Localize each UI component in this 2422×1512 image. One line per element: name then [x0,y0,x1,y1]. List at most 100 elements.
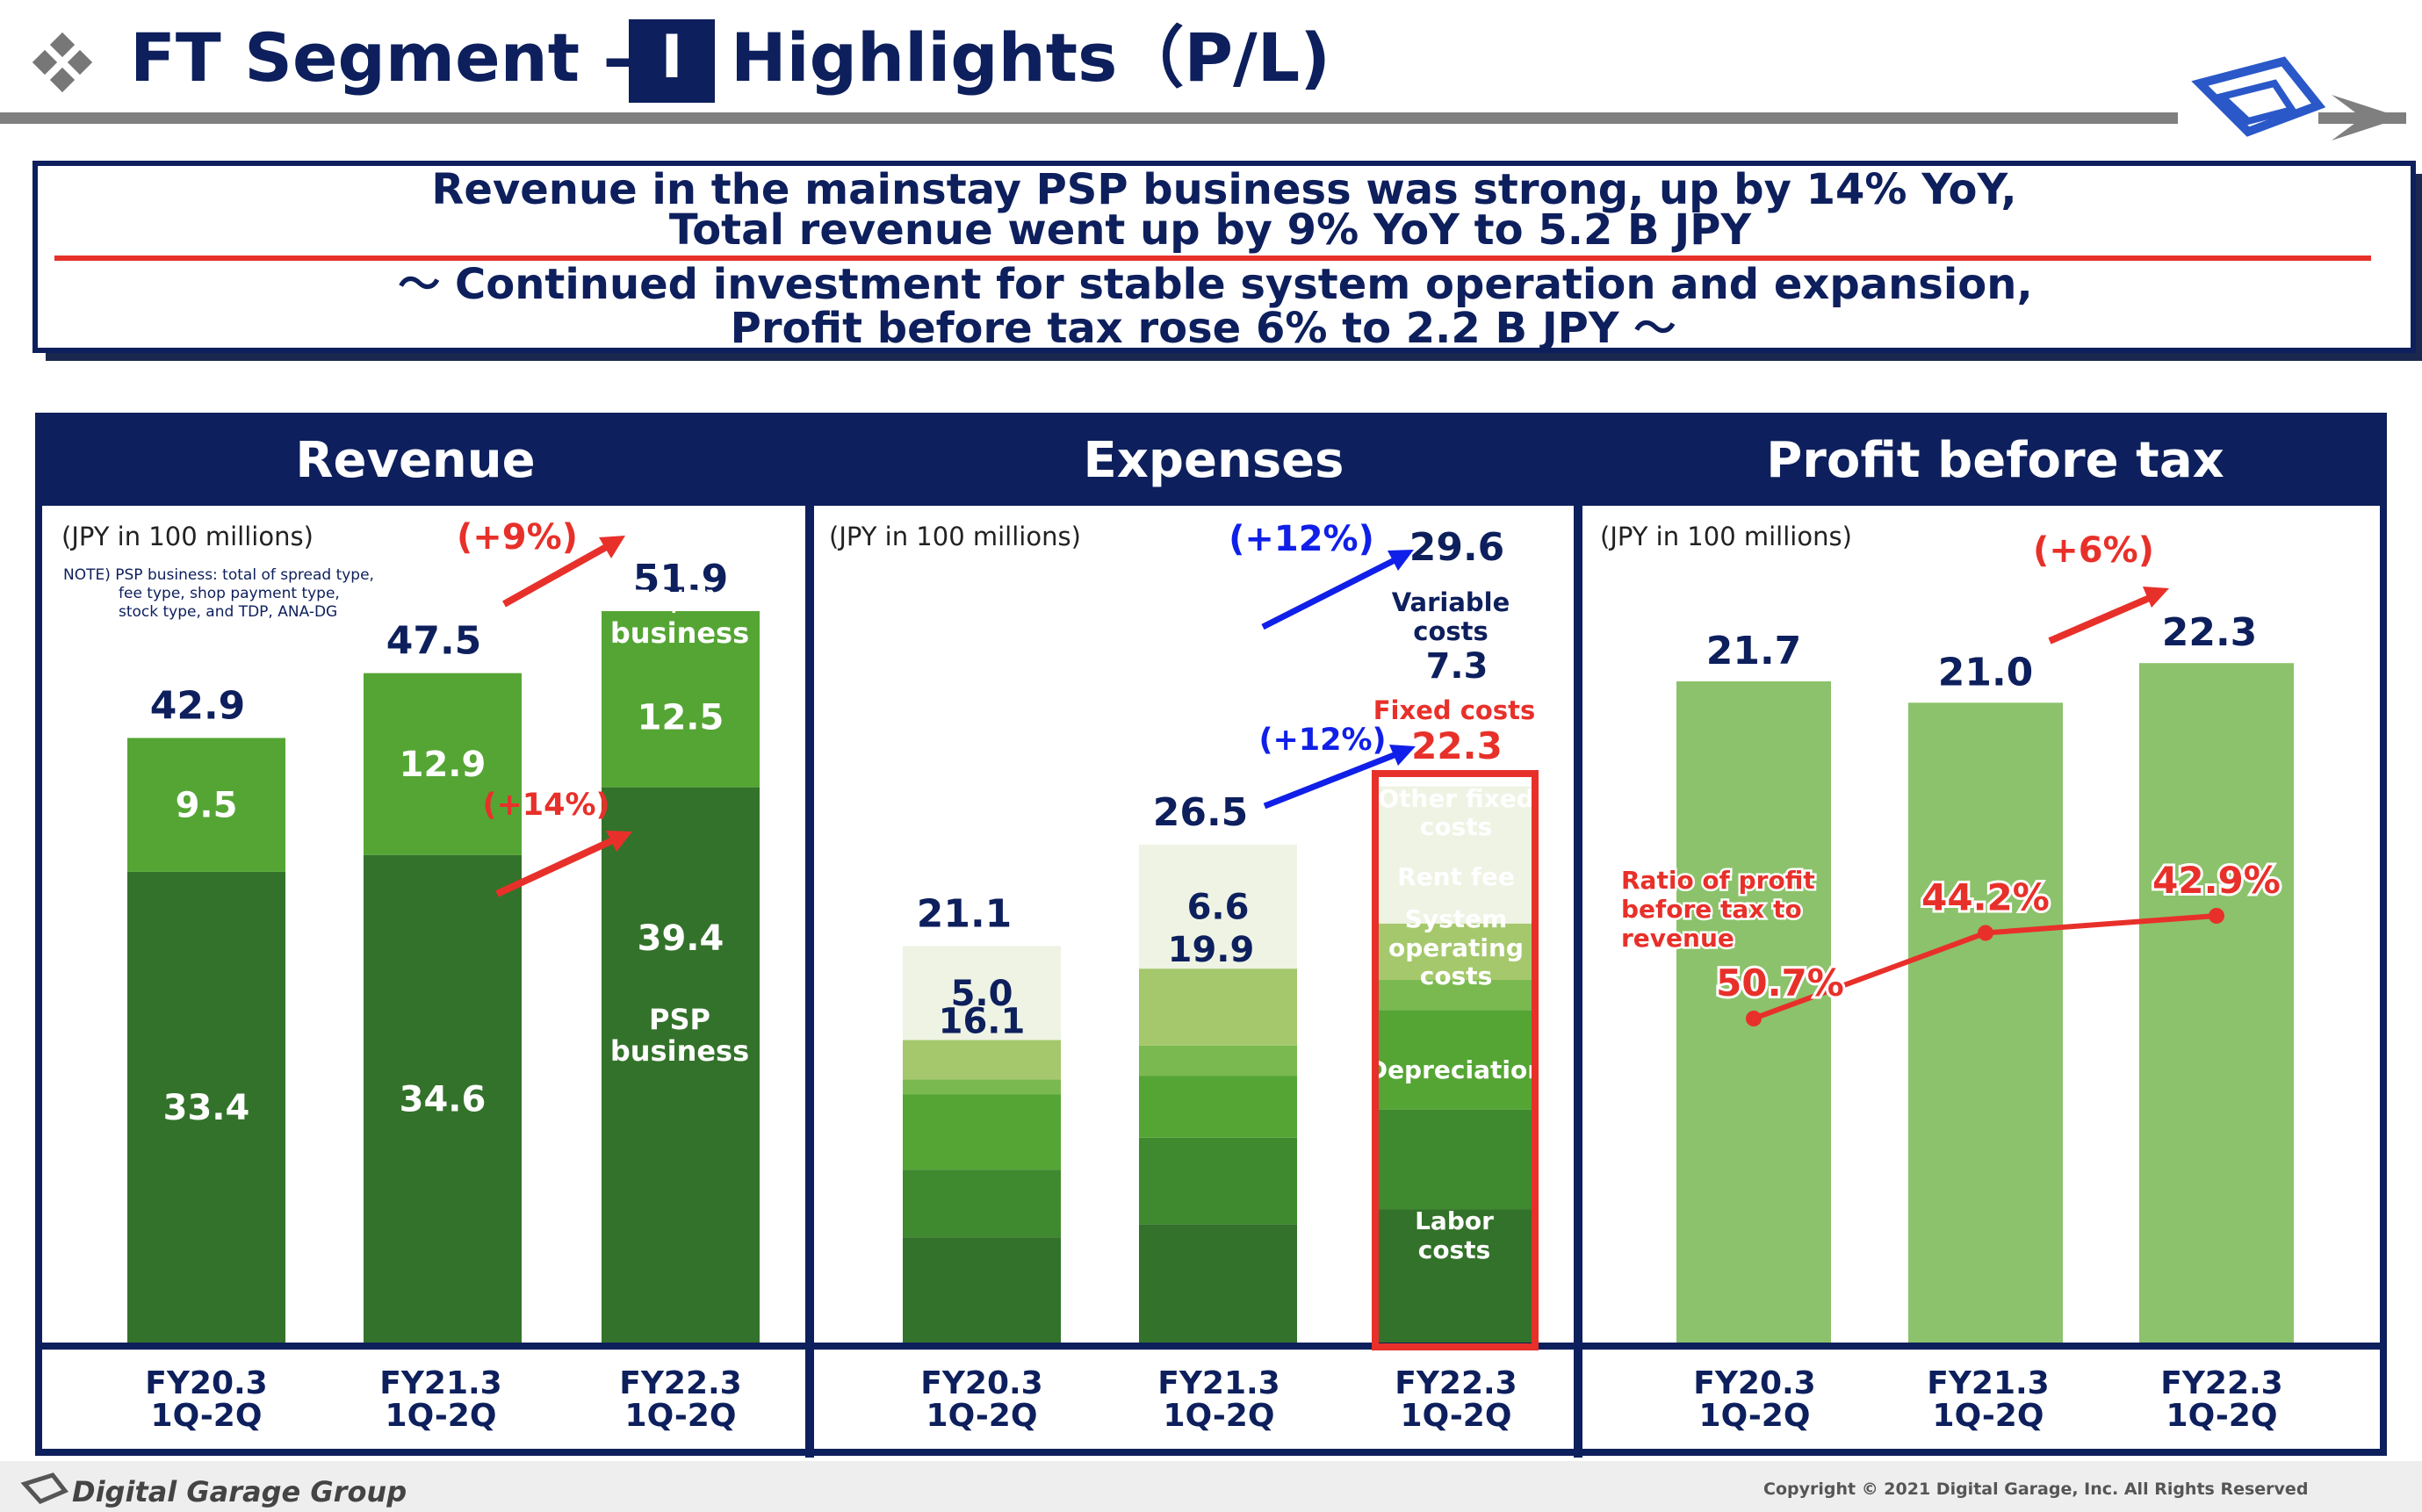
variable-costs-value: 6.6 [1187,888,1250,928]
expenses-growth-total: (+12%) [1229,519,1374,559]
profit-value-label: 21.7 [1706,629,1802,673]
ratio-value-label: 50.7% [1716,961,1844,1004]
expenses-bar-segment [903,1237,1061,1343]
summary-line-2: Total revenue went up by 9% YoY to 5.2 B… [669,205,1753,255]
expenses-bar-segment [1139,844,1297,969]
expenses-total-label: 21.1 [917,891,1013,936]
ratio-point [1978,925,1993,941]
expenses-bar-segment [1378,1109,1536,1210]
page-title: Highlights（P/L) [731,18,1330,97]
expenses-bar-segment [903,1094,1061,1170]
ratio-label-line-3: revenue [1621,924,1734,953]
ratio-value-label: 44.2% [1921,876,2050,919]
fixed-costs-growth: (+12%) [1258,723,1386,758]
title-roman-box [629,19,715,103]
expenses-bar-segment [1139,1137,1297,1225]
expenses-bar-segment [903,946,1061,1040]
footer: Digital Garage Group Copyright © 2021 Di… [0,1461,2422,1512]
x-axis-tick-label: FY22.3 [619,1365,741,1401]
expenses-bar-segment [903,1170,1061,1238]
x-axis-tick-label: 1Q-2Q [386,1398,497,1434]
dg-logo-icon [2191,56,2326,137]
expenses-unit: (JPY in 100 millions) [829,522,1081,551]
profit-bar [2139,663,2294,1343]
variable-costs-label-line-2: costs [1413,616,1489,646]
summary-box: Revenue in the mainstay PSP business was… [32,161,2422,361]
labor-costs-line-1: Labor [1415,1206,1494,1235]
revenue-growth-arrowhead [599,536,625,558]
revenue-segment-label: 34.6 [400,1079,487,1120]
summary-line-3: ～ Continued investment for stable system… [398,260,2032,309]
revenue-total-label: 47.5 [386,619,482,664]
x-axis-tick-label: 1Q-2Q [1401,1398,1512,1434]
profit-growth-arrowhead [2143,587,2169,608]
revenue-bar-segment [602,611,760,788]
revenue-total-label: 51.9 [633,557,729,601]
title-underline [0,112,2178,124]
profit-bar [1908,702,2063,1343]
profit-value-label: 21.0 [1938,650,2034,695]
psp-growth-arrowhead [606,831,632,852]
expenses-bar-segment [1378,923,1536,980]
x-axis-tick-label: 1Q-2Q [1933,1398,2044,1434]
fixed-costs-label: Fixed costs [1373,695,1535,725]
panel-divider-2 [1574,413,1582,1458]
summary-divider [54,256,2371,261]
expenses-bar-segment [1139,1224,1297,1343]
expenses-chart: 5.016.1 21.1 6.619.9 26.5 7.3 22.3 29.6 [903,525,1536,1343]
ratio-value-label: 42.9% [2152,859,2281,902]
x-axis-tick-label: FY22.3 [1395,1365,1517,1401]
system-operating-line-1: System [1405,904,1508,933]
dg-small-logo-icon [20,1472,68,1505]
psp-note-line-3: stock type, and TDP, ANA-DG [119,603,337,621]
psp-growth-arrow [495,836,616,897]
footer-copyright: Copyright © 2021 Digital Garage, Inc. Al… [1763,1480,2308,1499]
revenue-bar-segment [364,854,522,1343]
x-axis-tick-label: FY22.3 [2160,1365,2282,1401]
profit-growth: (+6%) [2033,530,2154,571]
psp-growth: (+14%) [482,788,609,823]
revenue-chart: 33.4 9.5 42.9 34.6 12.9 47.5 39.4 12.5 51.9 [127,557,760,1343]
expenses-annotations: Variable costs Fixed costs Other fixed c… [1229,519,1545,1350]
other-fixed-costs-line-2: costs [1420,812,1493,841]
revenue-growth-total: (+9%) [457,517,578,558]
revenue-unit: (JPY in 100 millions) [61,522,314,551]
panel-divider-1 [805,413,814,1458]
footer-bar [0,1461,2422,1512]
ec-dx-label-line-2: business [610,616,749,650]
revenue-segment-label: 33.4 [163,1088,250,1128]
x-axis-tick-label: FY20.3 [1693,1365,1815,1401]
expenses-bar-segment [1139,968,1297,1046]
variable-costs-value: 5.0 [951,974,1013,1014]
revenue-segment-label: 12.9 [400,745,487,785]
psp-label-line-2: business [610,1034,749,1068]
fixed-costs-value: 16.1 [939,1001,1026,1041]
revenue-segment-label: 9.5 [176,786,238,826]
revenue-growth-arrow [502,543,609,608]
depreciation-label: Depreciation [1367,1055,1545,1084]
expenses-total-label: 26.5 [1153,790,1249,835]
x-axis-tick-label: 1Q-2Q [1699,1398,1811,1434]
title-area: FT Segment – I Highlights（P/L) [0,18,2406,140]
psp-label-line-1: PSP [649,1003,710,1036]
expenses-bar-segment [903,1079,1061,1095]
x-axis-band-top [39,1343,2383,1350]
revenue-bar-segment [127,871,285,1343]
diamond-bullet-icon [32,32,93,93]
ratio-label-line-1: Ratio of profit [1621,866,1815,895]
revenue-segment-label: 12.5 [638,697,724,738]
x-axis-tick-label: 1Q-2Q [625,1398,737,1434]
x-axis-tick-label: FY20.3 [145,1365,267,1401]
profit-annotations: Ratio of profit before tax to revenue (+… [1619,530,2169,955]
fixed-costs-highlight-box [1372,770,1539,1350]
expenses-bar-segment [1378,786,1536,924]
fixed-costs-growth-arrowhead [1389,745,1416,766]
ratio-point [1746,1011,1762,1026]
expenses-bar-segment [1378,1209,1536,1343]
fixed-costs-value: 22.3 [1411,724,1503,767]
x-axis-tick-label: FY20.3 [920,1365,1042,1401]
fixed-costs-growth-arrow [1263,751,1398,810]
expenses-bar-segment [1378,1010,1536,1110]
psp-note-line-1: NOTE) PSP business: total of spread type… [63,566,374,584]
